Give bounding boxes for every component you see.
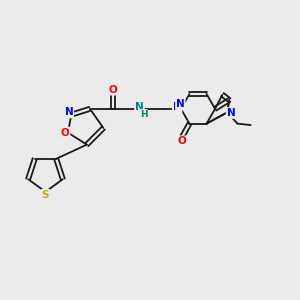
Text: O: O bbox=[109, 85, 117, 95]
Text: N: N bbox=[135, 102, 144, 112]
Text: N: N bbox=[64, 107, 73, 117]
Text: O: O bbox=[177, 136, 186, 146]
Text: N: N bbox=[173, 102, 182, 112]
Text: N: N bbox=[226, 108, 236, 118]
Text: N: N bbox=[176, 99, 185, 109]
Text: O: O bbox=[61, 128, 70, 138]
Text: H: H bbox=[140, 110, 147, 118]
Text: S: S bbox=[42, 190, 49, 200]
